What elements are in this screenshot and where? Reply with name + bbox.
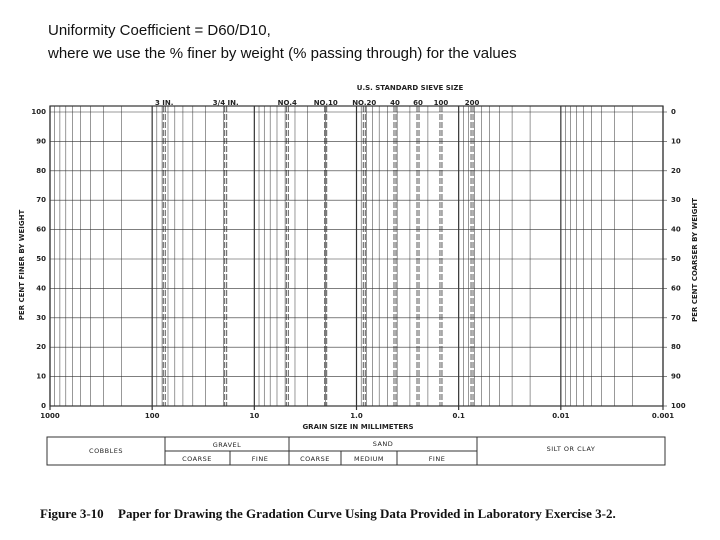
class-label: FINE [429,455,446,463]
x2-tick-label: 60 [413,99,423,107]
x-tick-label: 0.01 [552,412,569,420]
y2-axis-label: PER CENT COARSER BY WEIGHT [691,198,699,322]
x2-tick-label: 200 [465,99,480,107]
x2-tick-label: NO.10 [314,99,338,107]
x-tick-label: 0.1 [452,412,465,420]
y-tick-label: 0 [41,402,46,410]
y2-tick-label: 30 [671,196,681,204]
x2-axis-label: U.S. STANDARD SIEVE SIZE [357,84,464,92]
class-label: COBBLES [89,447,123,455]
y2-tick-label: 0 [671,108,676,116]
x-tick-label: 1000 [40,412,60,420]
x-tick-label: 10 [249,412,259,420]
y2-tick-label: 40 [671,226,681,234]
x2-tick-label: 3/4 IN. [213,99,239,107]
slide-text: where we use the % finer by weight (% pa… [48,45,517,62]
caption-text: Paper for Drawing the Gradation Curve Us… [118,506,616,521]
x2-tick-label: NO.20 [352,99,376,107]
x2-tick-label: 3 IN. [155,99,173,107]
x-tick-label: 100 [145,412,160,420]
table-border [46,436,666,466]
y-tick-label: 60 [36,226,46,234]
y-tick-label: 70 [36,196,46,204]
x-tick-label: 1.0 [350,412,363,420]
y2-tick-label: 10 [671,137,681,145]
y-tick-label: 40 [36,284,46,292]
class-label: FINE [252,455,269,463]
y-tick-label: 100 [31,108,46,116]
class-label: SAND [373,440,394,448]
class-label: COARSE [182,455,212,463]
caption-label: Figure 3-10 [40,506,104,521]
class-label: GRAVEL [213,441,242,449]
x2-tick-label: NO.4 [278,99,297,107]
y-tick-label: 30 [36,314,46,322]
y-tick-label: 80 [36,167,46,175]
y2-tick-label: 80 [671,343,681,351]
x-tick-label: 0.001 [652,412,674,420]
y-tick-label: 50 [36,255,46,263]
y2-tick-label: 20 [671,167,681,175]
slide-text: Uniformity Coefficient = D60/D10, [48,22,271,39]
classification-table [46,436,666,466]
y2-tick-label: 100 [671,402,686,410]
y-tick-label: 10 [36,373,46,381]
y2-tick-label: 90 [671,373,681,381]
y2-tick-label: 60 [671,284,681,292]
y-tick-label: 20 [36,343,46,351]
class-label: COARSE [300,455,330,463]
class-label: SILT OR CLAY [547,445,596,453]
plot-frame [49,105,664,407]
x2-tick-label: 100 [434,99,449,107]
y2-tick-label: 70 [671,314,681,322]
y2-tick-label: 50 [671,255,681,263]
y-tick-label: 90 [36,137,46,145]
x2-tick-label: 40 [390,99,400,107]
x-axis-label: GRAIN SIZE IN MILLIMETERS [302,423,413,431]
class-label: MEDIUM [354,455,384,463]
y-axis-label: PER CENT FINER BY WEIGHT [18,210,26,321]
